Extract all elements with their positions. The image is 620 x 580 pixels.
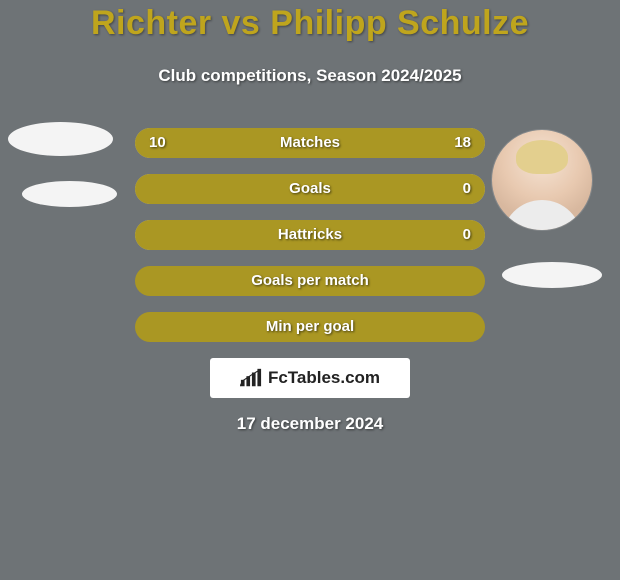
- player-right-avatar: [492, 130, 592, 230]
- bar-row: Goals per match: [135, 266, 485, 296]
- bar-value-right: 0: [463, 220, 471, 250]
- bar-row: Matches10 18: [135, 128, 485, 158]
- fctables-logo: FcTables.com: [210, 358, 410, 398]
- subtitle: Club competitions, Season 2024/2025: [0, 66, 620, 86]
- bar-label: Goals per match: [135, 266, 485, 296]
- bar-row: Goals0: [135, 174, 485, 204]
- bar-value-right: 18: [454, 128, 471, 158]
- bar-row: Hattricks0: [135, 220, 485, 250]
- bar-label: Hattricks: [135, 220, 485, 250]
- bar-chart-icon: [240, 368, 262, 388]
- bar-label: Matches: [135, 128, 485, 158]
- player-right-avatar-placeholder: [502, 262, 602, 288]
- bar-label: Min per goal: [135, 312, 485, 342]
- date-label: 17 december 2024: [0, 414, 620, 434]
- bar-value-left: 10: [149, 128, 166, 158]
- comparison-bars: Matches1018Goals0Hattricks0Goals per mat…: [135, 128, 485, 342]
- player-left-avatar-placeholder: [8, 122, 113, 156]
- logo-text: FcTables.com: [268, 368, 380, 388]
- bar-label: Goals: [135, 174, 485, 204]
- player-left-avatar-placeholder-2: [22, 181, 117, 207]
- bar-value-right: 0: [463, 174, 471, 204]
- page-title: Richter vs Philipp Schulze: [0, 4, 620, 43]
- bar-row: Min per goal: [135, 312, 485, 342]
